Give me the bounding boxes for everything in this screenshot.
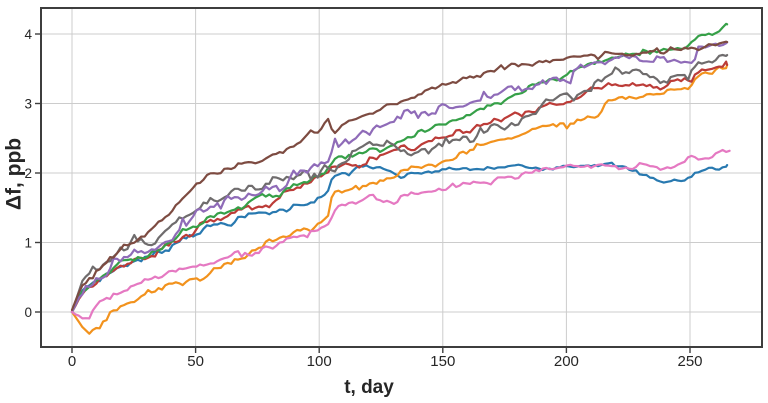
svg-text:250: 250: [677, 353, 702, 370]
svg-text:1: 1: [24, 235, 32, 250]
svg-text:t, day: t, day: [344, 377, 394, 398]
svg-text:4: 4: [24, 27, 32, 42]
svg-text:50: 50: [187, 353, 204, 370]
svg-text:200: 200: [554, 353, 579, 370]
svg-text:2: 2: [24, 166, 32, 181]
svg-text:150: 150: [430, 353, 455, 370]
svg-text:0: 0: [24, 305, 32, 320]
svg-text:Δf, ppb: Δf, ppb: [3, 138, 26, 210]
svg-text:3: 3: [24, 96, 32, 111]
svg-text:0: 0: [68, 353, 76, 370]
svg-text:100: 100: [307, 353, 332, 370]
